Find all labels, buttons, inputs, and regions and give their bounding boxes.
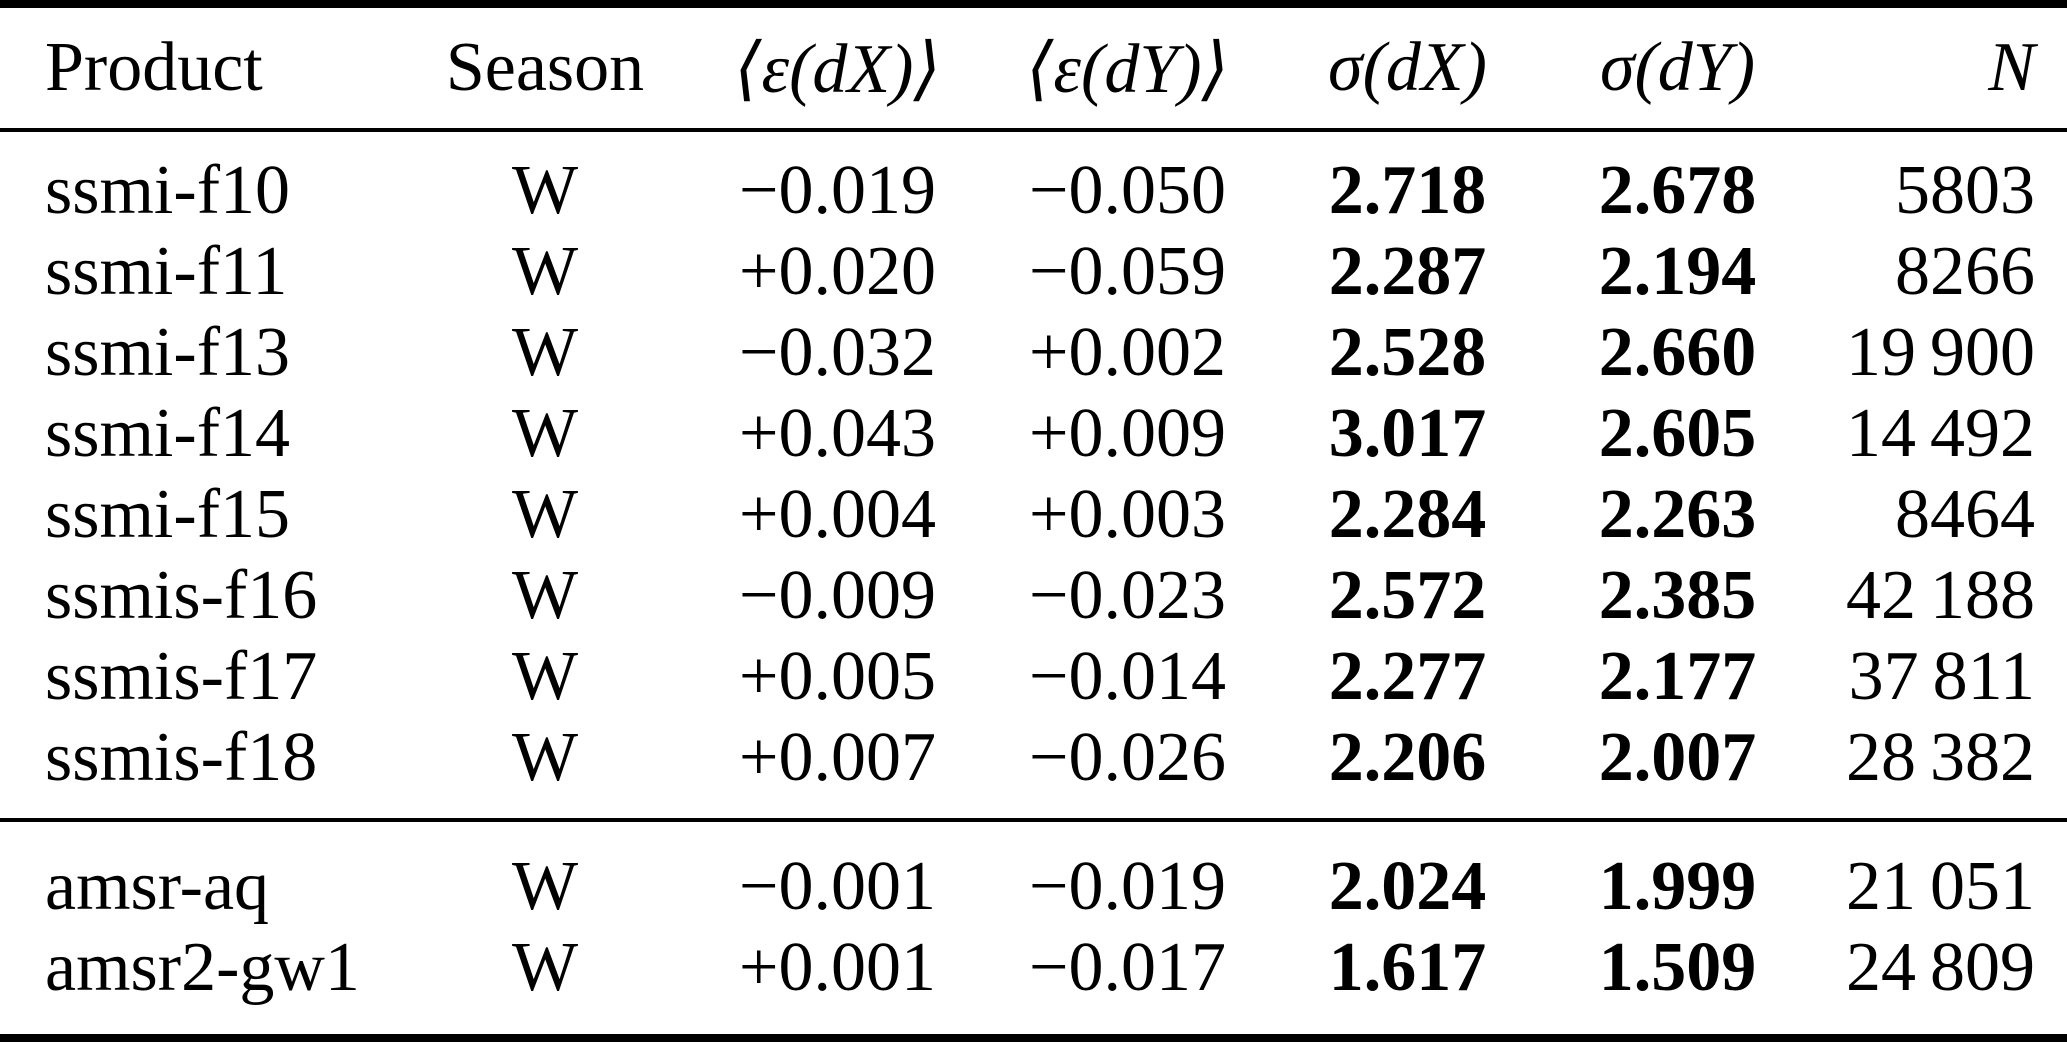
cell-product: ssmi-f10 xyxy=(45,152,290,229)
cell-sigma-dy: 2.263 xyxy=(1598,476,1757,553)
cell-n: 5803 xyxy=(1895,152,2035,229)
table-row: ssmi-f15 W +0.004 +0.003 2.284 2.263 8464 xyxy=(0,474,2067,555)
column-header-sigma-dy: σ(dY) xyxy=(1599,29,1756,106)
cell-sigma-dx: 3.017 xyxy=(1328,395,1487,472)
cell-product: ssmis-f17 xyxy=(45,638,318,715)
table-row: amsr-aq W −0.001 −0.019 2.024 1.999 21 051 xyxy=(0,820,2067,927)
table-row: ssmi-f14 W +0.043 +0.009 3.017 2.605 14 492 xyxy=(0,393,2067,474)
cell-eps-dy: −0.050 xyxy=(1029,152,1226,229)
cell-season: W xyxy=(511,233,579,310)
cell-n: 21 051 xyxy=(1845,848,2035,925)
table-row: ssmi-f11 W +0.020 −0.059 2.287 2.194 8266 xyxy=(0,231,2067,312)
cell-n: 28 382 xyxy=(1845,719,2035,796)
column-header-product: Product xyxy=(45,29,263,106)
column-header-eps-dx: ⟨ε(dX)⟩ xyxy=(734,30,941,108)
cell-n: 37 811 xyxy=(1848,638,2035,715)
cell-eps-dy: −0.023 xyxy=(1029,557,1226,634)
cell-sigma-dx: 2.718 xyxy=(1328,152,1487,229)
cell-eps-dx: +0.004 xyxy=(739,476,936,553)
cell-product: ssmis-f18 xyxy=(45,719,318,796)
column-header-season: Season xyxy=(445,29,645,106)
cell-sigma-dy: 1.999 xyxy=(1598,848,1757,925)
cell-season: W xyxy=(511,314,579,391)
column-header-n: N xyxy=(1988,29,2035,106)
cell-eps-dx: +0.043 xyxy=(739,395,936,472)
cell-n: 19 900 xyxy=(1845,314,2035,391)
cell-n: 42 188 xyxy=(1845,557,2035,634)
cell-eps-dx: −0.009 xyxy=(739,557,936,634)
column-header-sigma-dx: σ(dX) xyxy=(1328,29,1487,106)
cell-sigma-dy: 2.385 xyxy=(1598,557,1757,634)
cell-sigma-dy: 2.194 xyxy=(1598,233,1757,310)
cell-eps-dx: −0.019 xyxy=(739,152,936,229)
cell-eps-dx: −0.001 xyxy=(739,848,936,925)
table-body-ssmi-ssmis: ssmi-f10 W −0.019 −0.050 2.718 2.678 5803 ssmi-… xyxy=(0,130,2067,820)
cell-sigma-dx: 1.617 xyxy=(1328,929,1487,1006)
table-header: Product Season ⟨ε(dX)⟩ ⟨ε(dY)⟩ σ(dX) σ(d… xyxy=(0,4,2067,130)
cell-eps-dy: −0.059 xyxy=(1029,233,1226,310)
cell-sigma-dy: 2.605 xyxy=(1598,395,1757,472)
table-body-amsr: amsr-aq W −0.001 −0.019 2.024 1.999 21 051 amsr… xyxy=(0,820,2067,1038)
table-row: ssmis-f18 W +0.007 −0.026 2.206 2.007 28 382 xyxy=(0,717,2067,820)
cell-product: amsr2-gw1 xyxy=(45,929,360,1006)
cell-n: 14 492 xyxy=(1845,395,2035,472)
cell-eps-dy: +0.009 xyxy=(1029,395,1226,472)
cell-sigma-dx: 2.206 xyxy=(1328,719,1487,796)
cell-eps-dx: +0.001 xyxy=(739,929,936,1006)
cell-eps-dy: −0.017 xyxy=(1029,929,1226,1006)
cell-sigma-dy: 1.509 xyxy=(1598,929,1757,1006)
cell-product: amsr-aq xyxy=(45,848,270,925)
cell-eps-dy: +0.003 xyxy=(1029,476,1226,553)
cell-sigma-dy: 2.007 xyxy=(1598,719,1757,796)
cell-season: W xyxy=(511,395,579,472)
cell-eps-dx: +0.020 xyxy=(739,233,936,310)
table-row: ssmis-f17 W +0.005 −0.014 2.277 2.177 37 811 xyxy=(0,636,2067,717)
cell-eps-dx: +0.005 xyxy=(739,638,936,715)
cell-season: W xyxy=(511,557,579,634)
table-row: ssmi-f10 W −0.019 −0.050 2.718 2.678 5803 xyxy=(0,130,2067,231)
cell-eps-dy: +0.002 xyxy=(1029,314,1226,391)
cell-sigma-dx: 2.024 xyxy=(1328,848,1487,925)
cell-sigma-dx: 2.287 xyxy=(1328,233,1487,310)
cell-n: 24 809 xyxy=(1845,929,2035,1006)
cell-product: ssmi-f14 xyxy=(45,395,290,472)
cell-season: W xyxy=(511,719,579,796)
cell-eps-dx: −0.032 xyxy=(739,314,936,391)
cell-product: ssmi-f11 xyxy=(45,233,288,310)
cell-sigma-dx: 2.528 xyxy=(1328,314,1487,391)
cell-sigma-dx: 2.284 xyxy=(1328,476,1487,553)
cell-eps-dy: −0.026 xyxy=(1029,719,1226,796)
header-row: Product Season ⟨ε(dX)⟩ ⟨ε(dY)⟩ σ(dX) σ(d… xyxy=(0,4,2067,130)
cell-sigma-dx: 2.572 xyxy=(1328,557,1487,634)
cell-season: W xyxy=(511,476,579,553)
cell-eps-dx: +0.007 xyxy=(739,719,936,796)
table-row: ssmis-f16 W −0.009 −0.023 2.572 2.385 42 188 xyxy=(0,555,2067,636)
cell-n: 8266 xyxy=(1895,233,2035,310)
table-row: ssmi-f13 W −0.032 +0.002 2.528 2.660 19 900 xyxy=(0,312,2067,393)
cell-product: ssmis-f16 xyxy=(45,557,318,634)
cell-sigma-dy: 2.177 xyxy=(1598,638,1757,715)
cell-eps-dy: −0.014 xyxy=(1029,638,1226,715)
table-row: amsr2-gw1 W +0.001 −0.017 1.617 1.509 24 809 xyxy=(0,927,2067,1038)
cell-season: W xyxy=(511,929,579,1006)
cell-sigma-dy: 2.678 xyxy=(1598,152,1757,229)
cell-n: 8464 xyxy=(1895,476,2035,553)
cell-season: W xyxy=(511,152,579,229)
column-header-eps-dy: ⟨ε(dY)⟩ xyxy=(1026,30,1229,108)
cell-eps-dy: −0.019 xyxy=(1029,848,1226,925)
cell-product: ssmi-f15 xyxy=(45,476,290,553)
cell-season: W xyxy=(511,848,579,925)
cell-sigma-dx: 2.277 xyxy=(1328,638,1487,715)
cell-sigma-dy: 2.660 xyxy=(1598,314,1757,391)
cell-product: ssmi-f13 xyxy=(45,314,290,391)
cell-season: W xyxy=(511,638,579,715)
